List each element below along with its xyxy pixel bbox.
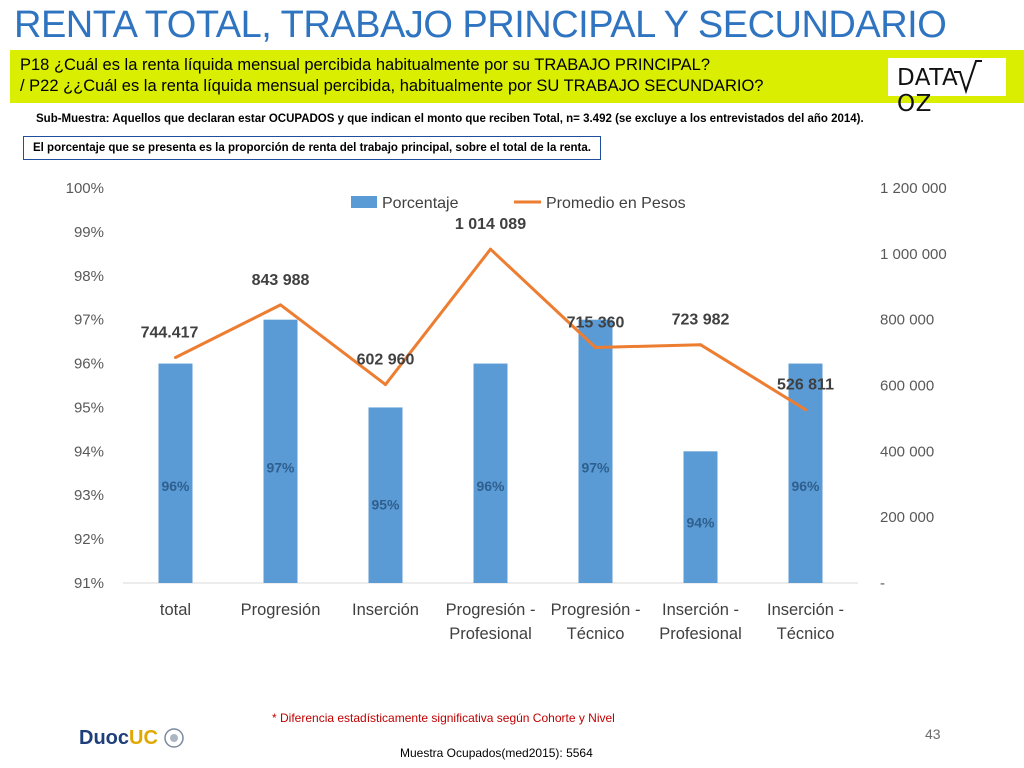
datavoz-logo: DATAOZ [888, 58, 1006, 117]
right-axis-tick-label: 1 000 000 [880, 246, 947, 263]
bar-porcentaje [788, 363, 823, 583]
category-label: Inserción - [767, 601, 844, 619]
left-axis-tick-label: 92% [74, 531, 104, 548]
legend-swatch-porcentaje [351, 196, 377, 208]
line-point-promedio [489, 247, 492, 251]
category-label: Técnico [567, 625, 625, 643]
combo-chart: 91% 92% 93% 94% 95% 96% 97% 98% 99% 100% - 200 000 4… [66, 180, 947, 643]
line-point-promedio [279, 303, 282, 307]
percentage-note: El porcentaje que se presenta es la prop… [23, 136, 601, 160]
category-label: Progresión [241, 601, 321, 619]
line-point-promedio [804, 408, 807, 412]
category-label: Profesional [659, 625, 742, 643]
right-axis-tick-label: 1 200 000 [880, 180, 947, 197]
legend-label-porcentaje: Porcentaje [382, 195, 459, 212]
legend-label-promedio: Promedio en Pesos [546, 195, 686, 212]
duoc-uc-seal-icon [164, 728, 184, 748]
duoc-uc-logo: DuocUC [77, 724, 187, 752]
sample-note: Muestra Ocupados(med2015): 5564 [400, 746, 593, 760]
bar-porcentaje [683, 451, 718, 583]
line-point-promedio [384, 383, 387, 387]
left-axis-tick-label: 100% [66, 180, 104, 197]
bar-data-label: 96% [791, 478, 820, 494]
line-point-promedio [594, 346, 597, 350]
left-axis-tick-label: 97% [74, 312, 104, 329]
subsample-note: Sub-Muestra: Aquellos que declaran estar… [36, 113, 864, 125]
left-axis-tick-label: 98% [74, 268, 104, 285]
right-axis-tick-label: 200 000 [880, 509, 934, 526]
line-data-label: 1 014 089 [455, 216, 526, 233]
category-label: Profesional [449, 625, 532, 643]
right-axis-tick-label: 600 000 [880, 378, 934, 395]
datavoz-v-mark [954, 60, 982, 95]
bar-porcentaje [263, 319, 298, 583]
line-data-label: 715 360 [567, 315, 625, 332]
page-number: 43 [925, 726, 941, 742]
left-axis-tick-label: 96% [74, 356, 104, 373]
bar-data-label: 97% [581, 459, 610, 475]
right-axis-tick-label: - [880, 575, 885, 592]
line-data-label: 744.417 [141, 325, 199, 342]
category-label: Progresión - [551, 601, 641, 619]
left-axis-tick-label: 95% [74, 399, 104, 416]
line-data-label: 602 960 [357, 352, 415, 369]
category-label: Inserción [352, 601, 419, 619]
right-axis-tick-label: 400 000 [880, 443, 934, 460]
datavoz-logo-text: DATAOZ [897, 65, 959, 117]
category-label: Progresión - [446, 601, 536, 619]
bar-porcentaje [158, 363, 193, 583]
line-data-label: 843 988 [252, 272, 310, 289]
duoc-uc-logo-text: DuocUC [79, 727, 158, 749]
bar-data-label: 96% [476, 478, 505, 494]
bar-porcentaje [473, 363, 508, 583]
line-point-promedio [174, 356, 177, 360]
page-title: RENTA TOTAL, TRABAJO PRINCIPAL Y SECUNDA… [14, 4, 947, 46]
left-axis-tick-label: 99% [74, 224, 104, 241]
line-data-label: 526 811 [777, 377, 834, 394]
line-data-label: 723 982 [672, 312, 730, 329]
bar-data-label: 97% [266, 459, 295, 475]
right-axis-tick-label: 800 000 [880, 312, 934, 329]
left-axis-tick-label: 91% [74, 575, 104, 592]
category-label: total [160, 601, 191, 619]
question-banner: P18 ¿Cuál es la renta líquida mensual pe… [10, 50, 1024, 117]
question-principal: P18 ¿Cuál es la renta líquida mensual pe… [20, 56, 710, 74]
bar-data-label: 96% [161, 478, 190, 494]
line-point-promedio [699, 343, 702, 347]
bar-data-label: 95% [371, 496, 400, 512]
left-axis-tick-label: 93% [74, 487, 104, 504]
left-axis-tick-label: 94% [74, 443, 104, 460]
bar-porcentaje [578, 319, 613, 583]
category-label: Inserción - [662, 601, 739, 619]
significance-note: * Diferencia estadísticamente significat… [272, 711, 615, 725]
question-secundario: / P22 ¿¿Cuál es la renta líquida mensual… [20, 77, 764, 95]
bar-data-label: 94% [686, 515, 715, 531]
category-label: Técnico [777, 625, 835, 643]
bar-porcentaje [368, 407, 403, 583]
